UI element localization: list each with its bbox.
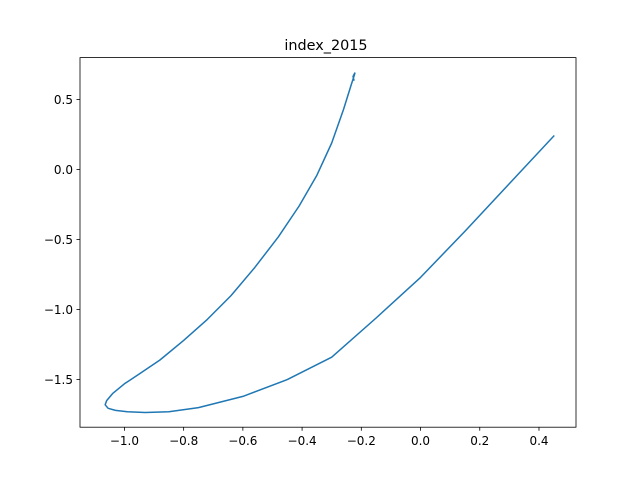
series-line-0: [104, 72, 555, 414]
x-tick-label: 0.4: [529, 434, 548, 448]
y-tick-label: 0.0: [54, 163, 73, 177]
y-axis: −1.5 −1.0 −0.5 0.0 0.5: [44, 93, 80, 387]
y-tick-label: −1.0: [44, 303, 73, 317]
x-tick-label: −0.6: [228, 434, 257, 448]
x-axis: −1.0 −0.8 −0.6 −0.4 −0.2 0.0 0.2 0.4: [110, 427, 549, 448]
x-tick-label: 0.2: [470, 434, 489, 448]
y-tick-label: −1.5: [44, 373, 73, 387]
y-tick-label: −0.5: [44, 233, 73, 247]
x-tick-label: −0.8: [169, 434, 198, 448]
x-tick-label: −0.2: [347, 434, 376, 448]
x-tick-label: 0.0: [411, 434, 430, 448]
chart-title: index_2015: [284, 38, 367, 54]
x-tick-label: −0.4: [288, 434, 317, 448]
x-tick-label: −1.0: [110, 434, 139, 448]
y-tick-label: 0.5: [54, 93, 73, 107]
plot-area: [104, 72, 555, 414]
axes-frame: [79, 57, 577, 428]
